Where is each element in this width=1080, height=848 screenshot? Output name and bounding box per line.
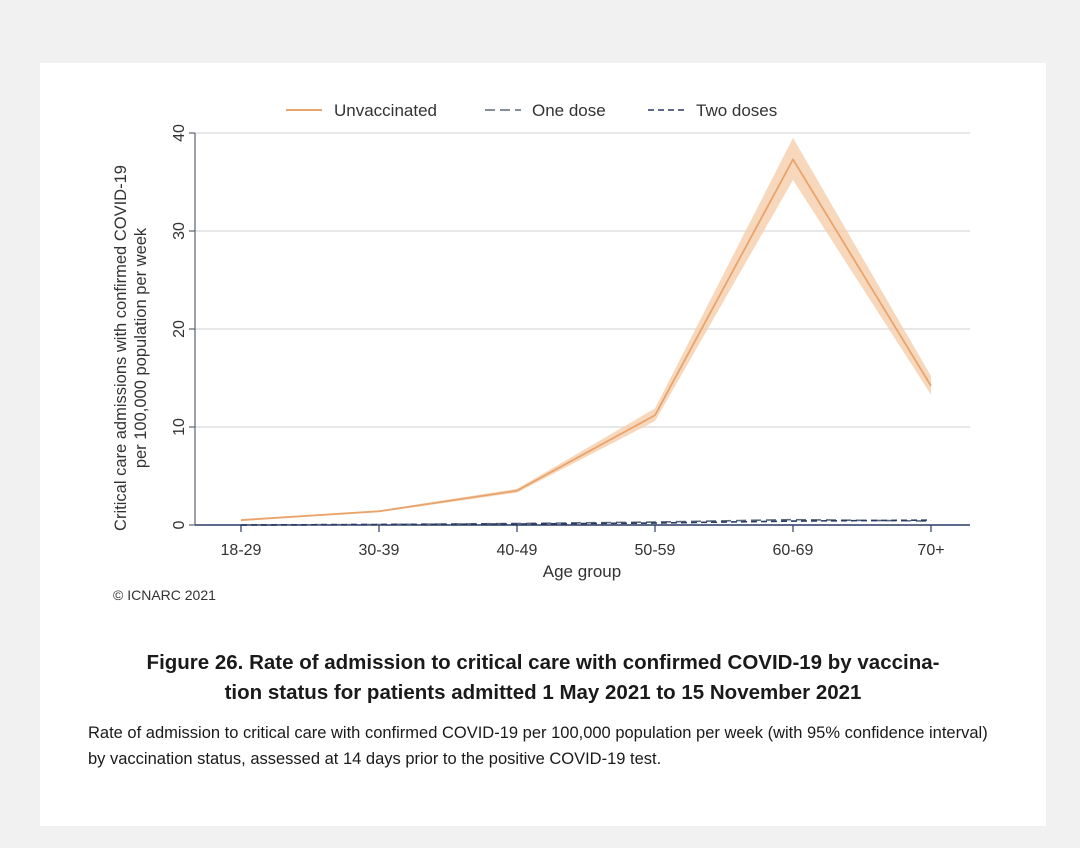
y-tick-label-40: 40 <box>171 124 188 142</box>
ci-band-unvaccinated <box>241 137 931 522</box>
legend-item-one-dose: One dose <box>485 101 606 120</box>
figure-card: 0 10 20 30 40 18-29 30-39 40-49 50-59 60-69 70+ A… <box>40 63 1046 826</box>
series-line-two-doses <box>240 519 932 526</box>
legend-label-unvaccinated: Unvaccinated <box>334 101 437 120</box>
y-axis-label-line2: per 100,000 population per week <box>132 227 150 468</box>
figure-description: Rate of admission to critical care with … <box>88 724 988 768</box>
figure-title-line1: Figure 26. Rate of admission to critical… <box>146 651 940 674</box>
y-tick-label-0: 0 <box>171 520 188 529</box>
legend: Unvaccinated One dose Two doses <box>286 101 777 120</box>
y-tick-label-20: 20 <box>171 320 188 338</box>
x-tick-label-30-39: 30-39 <box>359 542 400 559</box>
y-ticks: 0 10 20 30 40 <box>171 124 195 529</box>
x-tick-label-60-69: 60-69 <box>773 542 814 559</box>
series-line-unvaccinated <box>240 158 932 521</box>
series-lines <box>240 158 932 526</box>
y-axis-label: Critical care admissions with confirmed … <box>112 165 150 531</box>
figure-title-line2: tion status for patients admitted 1 May … <box>224 681 862 704</box>
y-axis-label-line1: Critical care admissions with confirmed … <box>112 165 130 531</box>
legend-label-one-dose: One dose <box>532 101 606 120</box>
copyright-credit: © ICNARC 2021 <box>113 587 216 603</box>
legend-item-two-doses: Two doses <box>648 101 777 120</box>
x-tick-label-18-29: 18-29 <box>221 542 262 559</box>
gridlines <box>195 132 970 428</box>
confidence-bands <box>241 137 931 522</box>
legend-label-two-doses: Two doses <box>696 101 777 120</box>
y-tick-label-10: 10 <box>171 418 188 436</box>
x-axis-label: Age group <box>543 562 621 581</box>
line-chart: 0 10 20 30 40 18-29 30-39 40-49 50-59 60-69 70+ A… <box>112 101 970 581</box>
x-tick-label-40-49: 40-49 <box>497 542 538 559</box>
y-tick-label-30: 30 <box>171 222 188 240</box>
figure-title: Figure 26. Rate of admission to critical… <box>88 648 998 708</box>
x-tick-label-70+: 70+ <box>917 542 944 559</box>
x-tick-label-50-59: 50-59 <box>635 542 676 559</box>
legend-item-unvaccinated: Unvaccinated <box>286 101 437 120</box>
x-ticks: 18-29 30-39 40-49 50-59 60-69 70+ <box>221 525 945 559</box>
